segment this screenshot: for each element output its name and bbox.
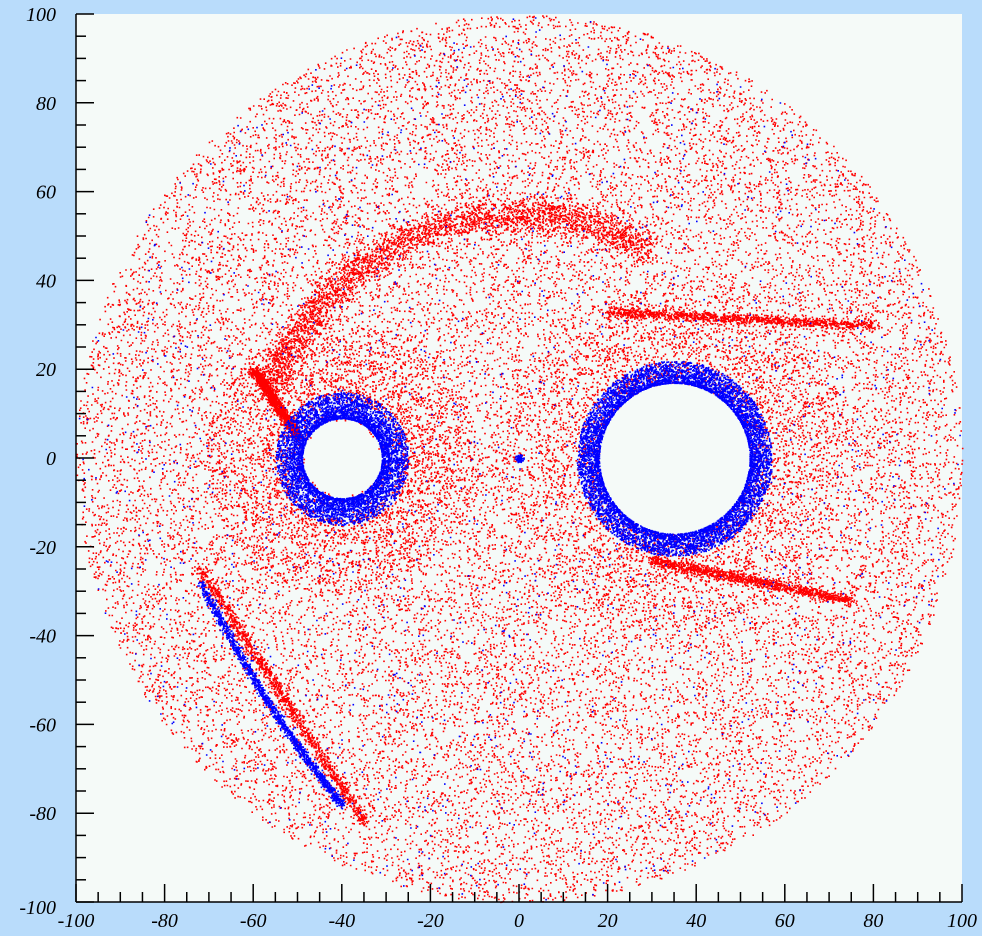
series-blue-points: [78, 17, 961, 901]
y-tick-label: -100: [19, 897, 56, 919]
x-tick-label: -80: [151, 910, 178, 931]
y-tick-label: 0: [46, 448, 56, 470]
data-points: [76, 15, 964, 904]
x-tick-label: 20: [598, 910, 618, 931]
x-tick-label: 100: [947, 910, 977, 931]
series-red-points: [76, 15, 964, 904]
y-tick-label: 20: [36, 359, 56, 381]
x-tick-label: -40: [328, 910, 355, 931]
y-tick-label: 40: [36, 270, 56, 292]
x-tick-label: 40: [686, 910, 706, 931]
x-tick-label: -100: [58, 910, 95, 931]
y-tick-label: -80: [29, 803, 56, 825]
tick-labels: -100 -80 -60 -40 -20 0 20 40 60 80 100 -100 -80 -60 -4…: [19, 4, 977, 932]
x-tick-label: 80: [863, 910, 883, 931]
y-tick-label: 100: [26, 4, 56, 26]
x-tick-label: 60: [775, 910, 795, 931]
y-tick-label: -40: [29, 626, 56, 648]
y-tick-label: -20: [29, 537, 56, 559]
axes: [75, 13, 963, 903]
y-tick-label: 80: [36, 93, 56, 115]
y-tick-label: -60: [29, 714, 56, 736]
x-tick-label: -60: [240, 910, 267, 931]
y-tick-label: 60: [36, 182, 56, 204]
x-tick-label: -20: [417, 910, 444, 931]
x-tick-label: 0: [514, 910, 524, 931]
